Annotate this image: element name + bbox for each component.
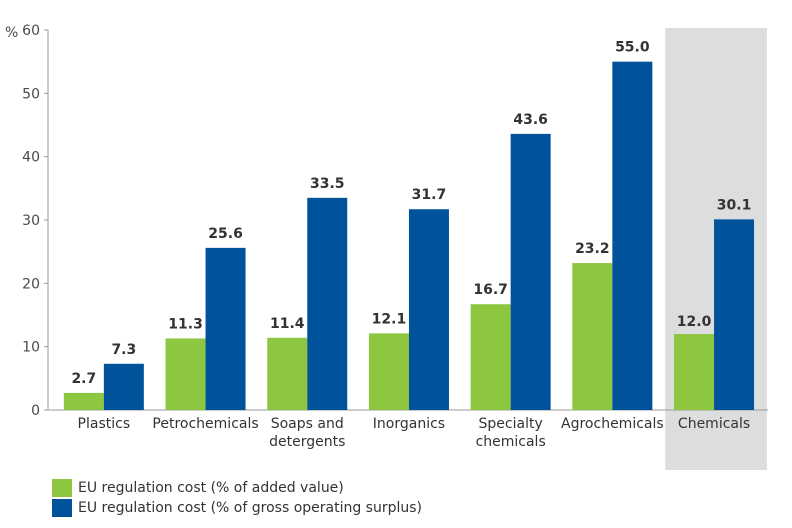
value-label: 7.3 bbox=[111, 342, 136, 358]
y-tick-label: 50 bbox=[22, 86, 40, 102]
y-tick-label: 40 bbox=[22, 150, 40, 166]
bars bbox=[63, 61, 755, 411]
y-tick-label: 10 bbox=[22, 340, 40, 356]
value-label: 16.7 bbox=[473, 282, 508, 298]
legend-swatch bbox=[52, 479, 72, 497]
bar bbox=[205, 247, 246, 410]
category-label: chemicals bbox=[476, 434, 546, 450]
bar bbox=[510, 133, 551, 410]
y-tick-label: 30 bbox=[22, 213, 40, 229]
category-label: Soaps and bbox=[271, 416, 344, 432]
legend-item-added-value: EU regulation cost (% of added value) bbox=[52, 478, 422, 498]
category-label: Specialty bbox=[479, 416, 543, 432]
category-labels: Plastics Petrochemicals Soaps and detergent… bbox=[78, 416, 751, 450]
legend: EU regulation cost (% of added value) EU… bbox=[52, 478, 422, 518]
value-label: 11.3 bbox=[168, 316, 203, 332]
value-label: 12.1 bbox=[372, 311, 407, 327]
value-label: 43.6 bbox=[513, 112, 548, 128]
value-label: 2.7 bbox=[71, 371, 96, 387]
bar bbox=[612, 61, 653, 411]
value-label: 23.2 bbox=[575, 241, 610, 257]
value-label: 11.4 bbox=[270, 316, 305, 332]
y-tick-label: 20 bbox=[22, 276, 40, 292]
legend-item-gross-operating-surplus: EU regulation cost (% of gross operating… bbox=[52, 498, 422, 518]
bar bbox=[368, 333, 409, 410]
value-label: 30.1 bbox=[717, 197, 752, 213]
bar bbox=[572, 263, 613, 410]
y-tick-label: 60 bbox=[22, 23, 40, 39]
bar bbox=[165, 338, 206, 410]
category-label: Inorganics bbox=[373, 416, 445, 432]
value-labels: 2.7 7.3 11.3 25.6 11.4 33.5 12.1 31.7 16.7 43.6 23… bbox=[71, 40, 751, 387]
category-label: detergents bbox=[269, 434, 345, 450]
bar bbox=[470, 304, 511, 410]
category-label: Chemicals bbox=[678, 416, 750, 432]
value-label: 25.6 bbox=[208, 226, 243, 242]
value-label: 31.7 bbox=[412, 187, 447, 203]
category-label: Petrochemicals bbox=[152, 416, 258, 432]
y-unit-label: % bbox=[5, 25, 18, 41]
category-label: Plastics bbox=[78, 416, 131, 432]
bar-chart: % 0 10 20 30 40 50 60 2.7 7.3 11.3 25.6 11.4 33.5 12… bbox=[5, 23, 768, 470]
value-label: 55.0 bbox=[615, 40, 650, 56]
bar bbox=[674, 334, 715, 410]
bar bbox=[714, 219, 755, 410]
legend-swatch bbox=[52, 499, 72, 517]
legend-label: EU regulation cost (% of added value) bbox=[78, 480, 344, 496]
bar bbox=[408, 209, 449, 410]
bar bbox=[103, 363, 144, 410]
bar bbox=[267, 337, 308, 410]
value-label: 12.0 bbox=[677, 314, 712, 330]
bar bbox=[63, 392, 104, 410]
y-tick-label: 0 bbox=[31, 403, 40, 419]
bar bbox=[307, 197, 348, 410]
legend-label: EU regulation cost (% of gross operating… bbox=[78, 500, 423, 516]
value-label: 33.5 bbox=[310, 176, 345, 192]
category-label: Agrochemicals bbox=[561, 416, 664, 432]
